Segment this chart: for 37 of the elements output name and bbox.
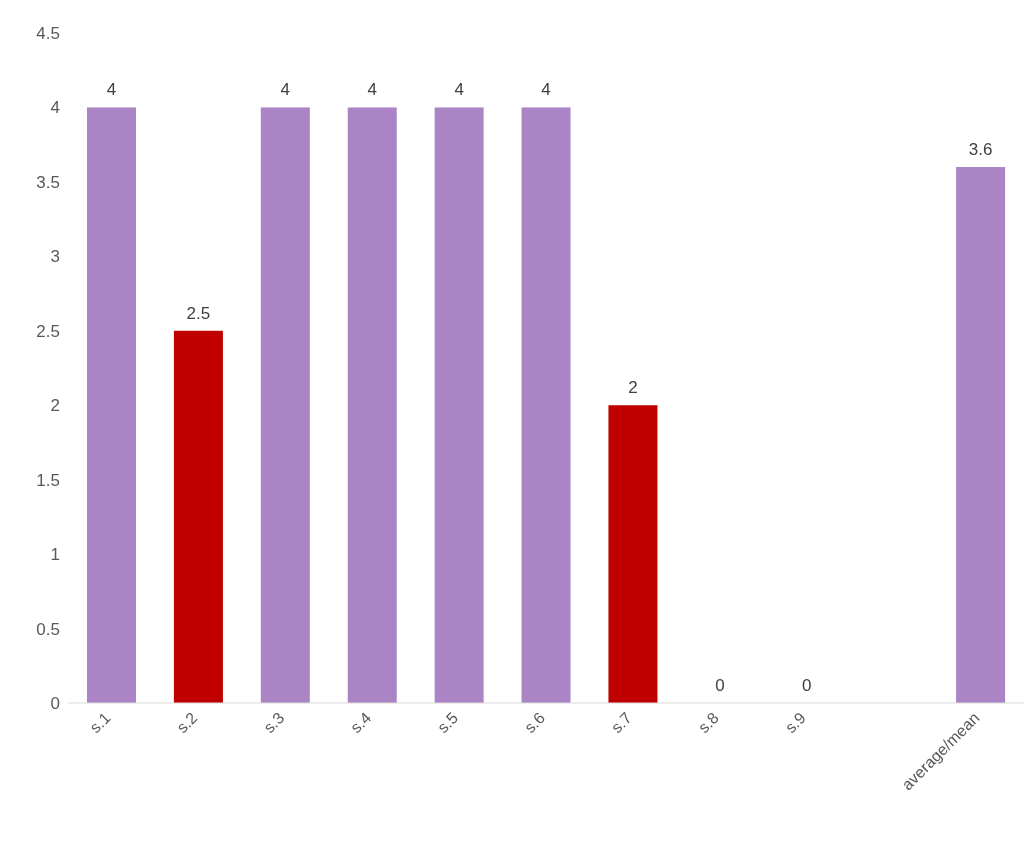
y-tick-label: 4 <box>50 98 60 118</box>
data-label: 0 <box>715 676 725 695</box>
data-label: 4 <box>106 80 117 100</box>
bar <box>260 107 310 703</box>
data-label: 4 <box>454 80 464 100</box>
bar <box>173 330 223 703</box>
data-label: 4 <box>541 80 551 100</box>
bar <box>521 107 571 703</box>
y-tick-label: 1 <box>50 545 60 565</box>
x-tick-label: s.9 <box>781 709 809 737</box>
x-tick-label: s.2 <box>173 709 201 737</box>
y-tick-label: 4.5 <box>36 24 60 44</box>
x-tick-label: s.4 <box>347 709 375 737</box>
bar <box>87 107 136 703</box>
x-tick-label: s.5 <box>434 709 462 737</box>
data-label: 2.5 <box>186 303 211 323</box>
y-tick-label: 1.5 <box>36 470 60 490</box>
bar <box>608 405 658 703</box>
y-tick-label: 3 <box>50 247 60 267</box>
y-tick-label: 0.5 <box>36 619 60 639</box>
y-tick-label: 0 <box>50 694 60 714</box>
bar <box>956 167 1006 703</box>
y-tick-label: 2.5 <box>36 321 60 341</box>
bar <box>434 107 484 703</box>
data-label: 4 <box>367 80 377 100</box>
data-label: 2 <box>628 378 638 398</box>
x-tick-label: s.1 <box>86 709 114 737</box>
data-label: 0 <box>802 676 812 695</box>
y-tick-label: 2 <box>50 396 60 416</box>
bar <box>347 107 397 703</box>
data-label: 4 <box>280 80 291 100</box>
x-tick-label: s.3 <box>260 709 288 737</box>
y-tick-label: 3.5 <box>36 172 60 192</box>
x-tick-label: s.6 <box>521 709 549 737</box>
data-label: 3.6 <box>968 140 993 159</box>
x-tick-label: s.7 <box>607 709 636 737</box>
x-tick-label: s.8 <box>694 709 723 737</box>
